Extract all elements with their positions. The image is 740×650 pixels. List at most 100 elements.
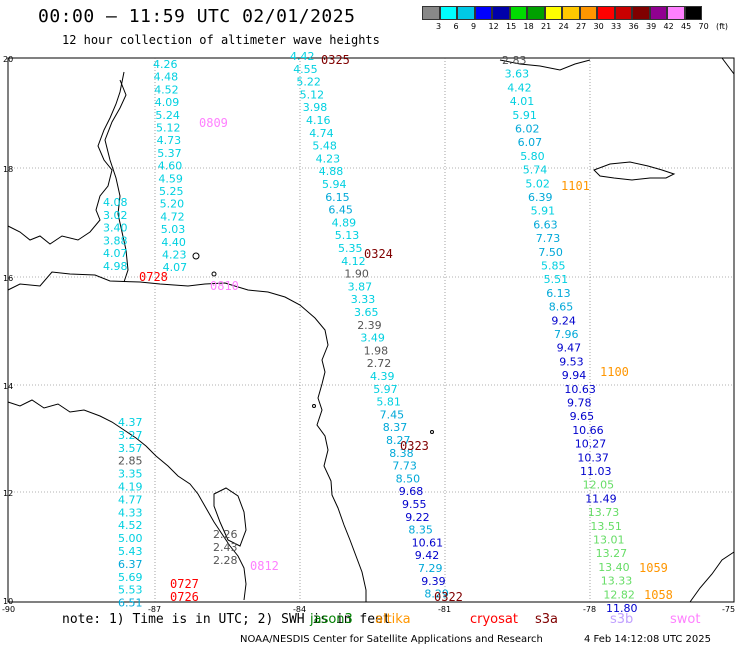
wave-height-value: 3.88 — [103, 234, 128, 247]
wave-height-value: 4.33 — [118, 506, 143, 519]
wave-height-value: 1.98 — [364, 344, 389, 357]
wave-height-value: 10.66 — [572, 424, 604, 437]
scale-swatch-15 — [684, 6, 702, 20]
wave-height-value: 3.35 — [118, 468, 143, 481]
lat-label: 12 — [3, 489, 13, 498]
wave-height-value: 3.98 — [303, 101, 328, 114]
wave-height-value: 4.08 — [103, 196, 128, 209]
scale-swatch-7 — [544, 6, 562, 20]
wave-height-value: 2.83 — [502, 54, 527, 67]
track-1101: 2.833.634.424.015.916.026.075.805.745.02… — [502, 54, 638, 615]
scale-label: 24 — [558, 22, 569, 31]
wave-height-value: 8.29 — [424, 588, 449, 601]
pass-label-1058: 1058 — [644, 588, 673, 602]
wave-height-value: 6.37 — [118, 558, 143, 571]
wave-height-value: 4.55 — [293, 63, 318, 76]
wave-height-value: 5.35 — [338, 242, 363, 255]
wave-height-value: 9.42 — [415, 549, 440, 562]
wave-height-value: 6.51 — [118, 597, 143, 610]
wave-height-value: 6.15 — [325, 191, 350, 204]
island-roatan — [211, 271, 217, 277]
wave-height-value: 5.00 — [118, 532, 143, 545]
wave-height-value: 3.87 — [348, 280, 373, 293]
coast-belize — [104, 79, 129, 283]
coast-cuba — [499, 59, 591, 71]
wave-height-value: 7.73 — [536, 232, 561, 245]
wave-height-value: 5.81 — [376, 396, 401, 409]
wave-height-value: 7.96 — [554, 328, 579, 341]
wave-height-value: 4.73 — [157, 134, 182, 147]
coast-hispaniola — [721, 57, 735, 75]
scale-label: 6 — [453, 22, 459, 31]
wave-height-value: 4.07 — [103, 247, 128, 260]
scale-swatch-0 — [422, 6, 440, 20]
wave-height-value: 8.38 — [389, 447, 414, 460]
pass-label-0324: 0324 — [364, 247, 393, 261]
wave-height-value: 9.39 — [421, 575, 446, 588]
wave-height-value: 9.24 — [551, 314, 576, 327]
wave-height-value: 4.42 — [507, 81, 532, 94]
wave-height-value: 3.02 — [103, 209, 128, 222]
wave-height-value: 4.39 — [370, 370, 395, 383]
lon-label: -90 — [2, 605, 15, 614]
scale-swatch-9 — [579, 6, 597, 20]
wave-height-value: 2.28 — [213, 554, 238, 567]
wave-height-value: 6.63 — [533, 218, 558, 231]
scale-label: 42 — [663, 22, 674, 31]
lat-label: 18 — [3, 165, 13, 174]
track-0810: 4.083.023.403.884.074.98 — [103, 196, 128, 273]
wave-height-value: 5.48 — [312, 140, 337, 153]
coast-mexico-west — [7, 71, 125, 245]
scale-swatch-3 — [474, 6, 492, 20]
scale-swatch-11 — [614, 6, 632, 20]
wave-height-value: 9.47 — [557, 342, 582, 355]
coast-yucatan — [7, 271, 367, 602]
wave-height-value: 5.37 — [157, 147, 182, 160]
pass-label-0728: 0728 — [139, 270, 168, 284]
credit-line: NOAA/NESDIS Center for Satellite Applica… — [240, 634, 543, 645]
scale-swatch-1 — [439, 6, 457, 20]
scale-label: 70 — [698, 22, 709, 31]
wave-height-value: 11.49 — [585, 492, 617, 505]
satellite-altika: altika — [375, 612, 411, 627]
wave-height-value: 4.12 — [341, 255, 366, 268]
pass-label-1059: 1059 — [639, 561, 668, 575]
wave-height-value: 4.72 — [160, 210, 185, 223]
coast-colombia — [689, 551, 735, 603]
wave-height-value: 4.89 — [332, 216, 357, 229]
wave-height-value: 7.73 — [392, 460, 417, 473]
scale-label: 9 — [471, 22, 477, 31]
wave-height-value: 3.27 — [118, 429, 143, 442]
wave-height-value: 3.33 — [351, 293, 376, 306]
wave-height-value: 5.74 — [523, 164, 548, 177]
pass-label-1100: 1100 — [600, 365, 629, 379]
wave-height-value: 13.33 — [601, 575, 633, 588]
lon-label: -84 — [293, 605, 306, 614]
wave-height-value: 13.51 — [590, 520, 622, 533]
map-frame — [7, 57, 735, 603]
altimeter-tracks: 4.264.484.524.095.245.124.735.374.604.59… — [103, 50, 638, 615]
wave-height-value: 4.16 — [306, 114, 331, 127]
island-2 — [312, 404, 316, 408]
scale-label: 45 — [681, 22, 692, 31]
lat-label: 16 — [3, 274, 13, 283]
satellite-s3b: s3b — [610, 612, 634, 627]
wave-height-value: 4.23 — [162, 249, 187, 262]
wave-height-value: 5.94 — [322, 178, 347, 191]
wave-height-value: 9.65 — [570, 410, 595, 423]
pass-label-0322: 0322 — [434, 590, 463, 604]
wave-height-value: 13.27 — [596, 547, 628, 560]
wave-height-value: 9.22 — [405, 511, 430, 524]
pass-label-0323: 0323 — [400, 439, 429, 453]
scale-swatch-13 — [649, 6, 667, 20]
scale-label: 21 — [541, 22, 552, 31]
wave-height-value: 5.13 — [335, 229, 360, 242]
wave-height-value: 4.23 — [316, 152, 341, 165]
pass-label-0726: 0726 — [170, 590, 199, 604]
satellite-s3a: s3a — [535, 612, 559, 627]
wave-height-value: 3.65 — [354, 306, 379, 319]
wave-height-value: 4.59 — [158, 172, 183, 185]
wave-height-value: 9.78 — [567, 397, 592, 410]
track-0809: 4.264.484.524.095.245.124.735.374.604.59… — [153, 58, 187, 274]
satellite-jason3: jason3 — [310, 612, 353, 627]
